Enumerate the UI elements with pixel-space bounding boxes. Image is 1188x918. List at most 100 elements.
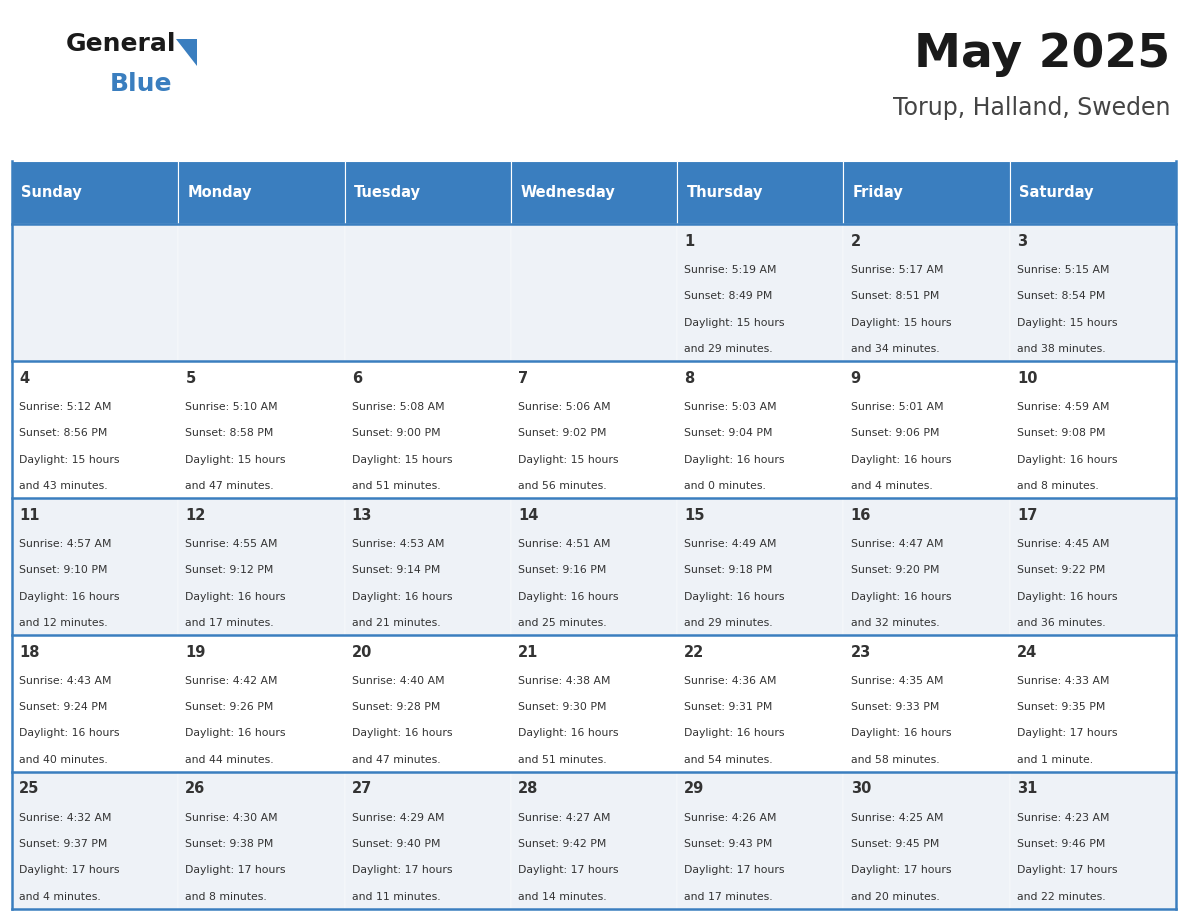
Text: Daylight: 16 hours: Daylight: 16 hours [684, 729, 785, 738]
Text: and 14 minutes.: and 14 minutes. [518, 891, 607, 901]
Text: Sunset: 9:10 PM: Sunset: 9:10 PM [19, 565, 107, 576]
Text: Daylight: 16 hours: Daylight: 16 hours [518, 591, 619, 601]
Text: Daylight: 16 hours: Daylight: 16 hours [684, 591, 785, 601]
Text: Daylight: 16 hours: Daylight: 16 hours [851, 729, 952, 738]
Text: Sunset: 9:18 PM: Sunset: 9:18 PM [684, 565, 772, 576]
Text: 24: 24 [1017, 644, 1037, 659]
Text: Sunrise: 4:32 AM: Sunrise: 4:32 AM [19, 812, 112, 823]
Text: and 29 minutes.: and 29 minutes. [684, 618, 773, 628]
Text: and 8 minutes.: and 8 minutes. [185, 891, 267, 901]
Text: Daylight: 16 hours: Daylight: 16 hours [1017, 591, 1118, 601]
Text: Daylight: 17 hours: Daylight: 17 hours [185, 866, 286, 876]
Text: Daylight: 17 hours: Daylight: 17 hours [352, 866, 453, 876]
Text: 9: 9 [851, 371, 861, 386]
Text: Sunset: 9:42 PM: Sunset: 9:42 PM [518, 839, 606, 849]
Bar [178, 224, 345, 361]
Text: 26: 26 [185, 781, 206, 797]
Text: Sunrise: 4:40 AM: Sunrise: 4:40 AM [352, 676, 444, 686]
Text: Sunset: 9:33 PM: Sunset: 9:33 PM [851, 702, 939, 712]
Bar [677, 772, 843, 909]
Text: Sunset: 8:58 PM: Sunset: 8:58 PM [185, 429, 273, 438]
Bar [1010, 224, 1176, 361]
Text: 19: 19 [185, 644, 206, 659]
Text: 15: 15 [684, 508, 704, 522]
Text: 16: 16 [851, 508, 871, 522]
Text: Sunset: 9:26 PM: Sunset: 9:26 PM [185, 702, 273, 712]
Bar [511, 361, 677, 498]
Bar [12, 224, 178, 361]
Text: Sunrise: 4:29 AM: Sunrise: 4:29 AM [352, 812, 444, 823]
Text: Sunset: 9:43 PM: Sunset: 9:43 PM [684, 839, 772, 849]
Text: 25: 25 [19, 781, 39, 797]
Text: General: General [65, 32, 176, 56]
Text: Daylight: 15 hours: Daylight: 15 hours [185, 454, 286, 465]
Bar [511, 772, 677, 909]
Bar [178, 361, 345, 498]
Text: 29: 29 [684, 781, 704, 797]
Text: Sunset: 8:51 PM: Sunset: 8:51 PM [851, 291, 939, 301]
Text: Daylight: 16 hours: Daylight: 16 hours [1017, 454, 1118, 465]
Text: Sunrise: 5:06 AM: Sunrise: 5:06 AM [518, 402, 611, 412]
Text: and 54 minutes.: and 54 minutes. [684, 755, 773, 765]
Text: and 8 minutes.: and 8 minutes. [1017, 481, 1099, 491]
Text: 8: 8 [684, 371, 695, 386]
Text: Sunrise: 4:43 AM: Sunrise: 4:43 AM [19, 676, 112, 686]
Text: 1: 1 [684, 234, 695, 249]
Text: Daylight: 16 hours: Daylight: 16 hours [352, 591, 453, 601]
Text: 10: 10 [1017, 371, 1037, 386]
Text: 17: 17 [1017, 508, 1037, 522]
Text: Sunset: 9:46 PM: Sunset: 9:46 PM [1017, 839, 1105, 849]
Text: Sunrise: 4:53 AM: Sunrise: 4:53 AM [352, 539, 444, 549]
Bar [345, 361, 511, 498]
Bar [178, 161, 345, 224]
Text: and 43 minutes.: and 43 minutes. [19, 481, 108, 491]
Text: Sunrise: 4:57 AM: Sunrise: 4:57 AM [19, 539, 112, 549]
Text: Sunset: 9:24 PM: Sunset: 9:24 PM [19, 702, 107, 712]
Text: Sunset: 9:45 PM: Sunset: 9:45 PM [851, 839, 939, 849]
Text: Sunset: 9:02 PM: Sunset: 9:02 PM [518, 429, 606, 438]
Text: Sunrise: 4:42 AM: Sunrise: 4:42 AM [185, 676, 278, 686]
Text: and 29 minutes.: and 29 minutes. [684, 344, 773, 354]
Text: and 1 minute.: and 1 minute. [1017, 755, 1093, 765]
Text: Sunset: 9:30 PM: Sunset: 9:30 PM [518, 702, 606, 712]
Text: and 34 minutes.: and 34 minutes. [851, 344, 940, 354]
Text: and 22 minutes.: and 22 minutes. [1017, 891, 1106, 901]
Text: Sunrise: 4:33 AM: Sunrise: 4:33 AM [1017, 676, 1110, 686]
Bar [677, 635, 843, 772]
Text: Sunrise: 4:30 AM: Sunrise: 4:30 AM [185, 812, 278, 823]
Text: Sunset: 9:22 PM: Sunset: 9:22 PM [1017, 565, 1105, 576]
Text: and 44 minutes.: and 44 minutes. [185, 755, 274, 765]
Bar [843, 361, 1010, 498]
Text: Sunrise: 4:59 AM: Sunrise: 4:59 AM [1017, 402, 1110, 412]
Text: and 38 minutes.: and 38 minutes. [1017, 344, 1106, 354]
Text: Daylight: 15 hours: Daylight: 15 hours [518, 454, 619, 465]
Text: 31: 31 [1017, 781, 1037, 797]
Text: Daylight: 15 hours: Daylight: 15 hours [352, 454, 453, 465]
Text: Sunset: 9:35 PM: Sunset: 9:35 PM [1017, 702, 1105, 712]
Text: and 21 minutes.: and 21 minutes. [352, 618, 441, 628]
Bar [1010, 361, 1176, 498]
Text: Sunrise: 5:12 AM: Sunrise: 5:12 AM [19, 402, 112, 412]
Text: Daylight: 16 hours: Daylight: 16 hours [19, 729, 120, 738]
Text: 23: 23 [851, 644, 871, 659]
Bar [345, 635, 511, 772]
Text: Daylight: 15 hours: Daylight: 15 hours [684, 318, 785, 328]
Text: Daylight: 15 hours: Daylight: 15 hours [1017, 318, 1118, 328]
Text: and 56 minutes.: and 56 minutes. [518, 481, 607, 491]
Bar [178, 498, 345, 635]
Text: Daylight: 16 hours: Daylight: 16 hours [851, 454, 952, 465]
Bar [12, 361, 178, 498]
Text: Daylight: 17 hours: Daylight: 17 hours [851, 866, 952, 876]
Text: and 51 minutes.: and 51 minutes. [518, 755, 607, 765]
Bar [843, 772, 1010, 909]
Text: and 17 minutes.: and 17 minutes. [185, 618, 274, 628]
Text: and 11 minutes.: and 11 minutes. [352, 891, 441, 901]
Bar [511, 224, 677, 361]
Text: Sunrise: 4:27 AM: Sunrise: 4:27 AM [518, 812, 611, 823]
Text: and 36 minutes.: and 36 minutes. [1017, 618, 1106, 628]
Bar [511, 635, 677, 772]
Text: Friday: Friday [853, 185, 904, 200]
Text: and 51 minutes.: and 51 minutes. [352, 481, 441, 491]
Text: Daylight: 16 hours: Daylight: 16 hours [19, 591, 120, 601]
Text: and 47 minutes.: and 47 minutes. [352, 755, 441, 765]
